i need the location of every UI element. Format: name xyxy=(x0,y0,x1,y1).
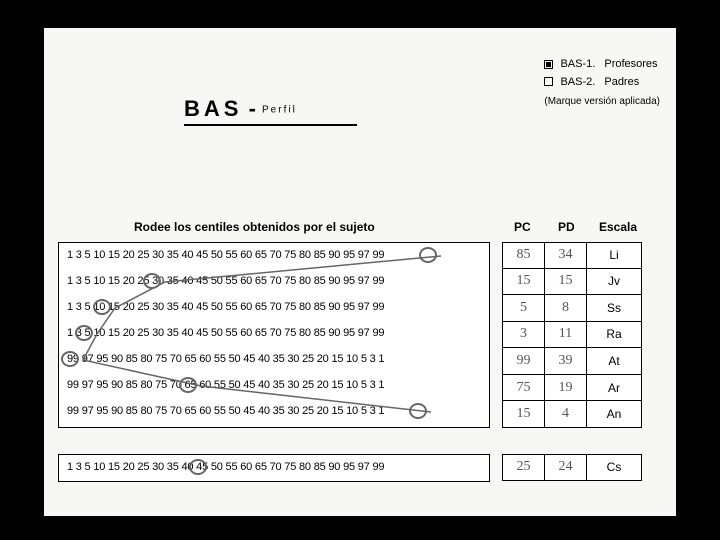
score-table: 8534Li1515Jv58Ss311Ra9939At7519Ar154An xyxy=(502,242,647,428)
centile-row: 99 97 95 90 85 80 75 70 65 60 55 50 45 4… xyxy=(67,379,384,391)
pd-value: 11 xyxy=(544,322,586,349)
version-selector: BAS-1. Profesores BAS-2. Padres (Marque … xyxy=(544,56,660,110)
score-table-bottom: 2524Cs xyxy=(502,454,647,481)
scale-name: An xyxy=(586,401,642,428)
pd-value: 34 xyxy=(544,242,586,269)
score-row: 9939At xyxy=(502,348,647,375)
pc-value: 15 xyxy=(502,269,544,296)
score-row: 154An xyxy=(502,401,647,428)
scale-name: Ar xyxy=(586,375,642,402)
score-row: 8534Li xyxy=(502,242,647,269)
score-row: 58Ss xyxy=(502,295,647,322)
centile-row: 1 3 5 10 15 20 25 30 35 40 45 50 55 60 6… xyxy=(67,275,384,287)
centile-grid: 1 3 5 10 15 20 25 30 35 40 45 50 55 60 6… xyxy=(58,242,490,428)
pc-value: 15 xyxy=(502,401,544,428)
centile-row: 1 3 5 10 15 20 25 30 35 40 45 50 55 60 6… xyxy=(67,249,384,261)
pc-value: 25 xyxy=(502,454,544,481)
pc-value: 99 xyxy=(502,348,544,375)
bas2-role: Padres xyxy=(604,76,639,88)
pc-value: 85 xyxy=(502,242,544,269)
pd-value: 4 xyxy=(544,401,586,428)
pc-value: 3 xyxy=(502,322,544,349)
instruction-text: Rodee los centiles obtenidos por el suje… xyxy=(134,220,375,234)
centile-row: 99 97 95 90 85 80 75 70 65 60 55 50 45 4… xyxy=(67,405,384,417)
marque-note: (Marque versión aplicada) xyxy=(544,94,660,110)
score-row: 311Ra xyxy=(502,322,647,349)
scale-name: Cs xyxy=(586,454,642,481)
pencil-circle xyxy=(409,403,427,419)
column-header-escala: Escala xyxy=(599,220,637,234)
scanned-form: BAS-1. Profesores BAS-2. Padres (Marque … xyxy=(44,28,676,516)
scale-name: Ss xyxy=(586,295,642,322)
bas2-checkbox[interactable] xyxy=(544,77,553,86)
form-title: BAS - Perfil xyxy=(184,96,357,126)
centile-row: 1 3 5 10 15 20 25 30 35 40 45 50 55 60 6… xyxy=(67,461,384,473)
pd-value: 15 xyxy=(544,269,586,296)
score-row: 7519Ar xyxy=(502,375,647,402)
bas1-checkbox[interactable] xyxy=(544,60,553,69)
pencil-circle xyxy=(419,247,437,263)
pd-value: 19 xyxy=(544,375,586,402)
scale-name: Ra xyxy=(586,322,642,349)
scale-name: Li xyxy=(586,242,642,269)
pc-value: 75 xyxy=(502,375,544,402)
centile-row: 1 3 5 10 15 20 25 30 35 40 45 50 55 60 6… xyxy=(67,327,384,339)
score-row: 1515Jv xyxy=(502,269,647,296)
bas1-role: Profesores xyxy=(604,58,657,70)
pd-value: 24 xyxy=(544,454,586,481)
centile-grid-bottom: 1 3 5 10 15 20 25 30 35 40 45 50 55 60 6… xyxy=(58,454,490,482)
pd-value: 39 xyxy=(544,348,586,375)
title-sub: Perfil xyxy=(262,105,297,116)
pc-value: 5 xyxy=(502,295,544,322)
scale-name: Jv xyxy=(586,269,642,296)
column-header-pc: PC xyxy=(514,220,531,234)
scale-name: At xyxy=(586,348,642,375)
bas1-label: BAS-1. xyxy=(560,58,595,70)
pd-value: 8 xyxy=(544,295,586,322)
title-main: BAS xyxy=(184,96,242,121)
score-row: 2524Cs xyxy=(502,454,647,481)
column-header-pd: PD xyxy=(558,220,575,234)
bas2-label: BAS-2. xyxy=(560,76,595,88)
centile-row: 1 3 5 10 15 20 25 30 35 40 45 50 55 60 6… xyxy=(67,301,384,313)
centile-row: 99 97 95 90 85 80 75 70 65 60 55 50 45 4… xyxy=(67,353,384,365)
